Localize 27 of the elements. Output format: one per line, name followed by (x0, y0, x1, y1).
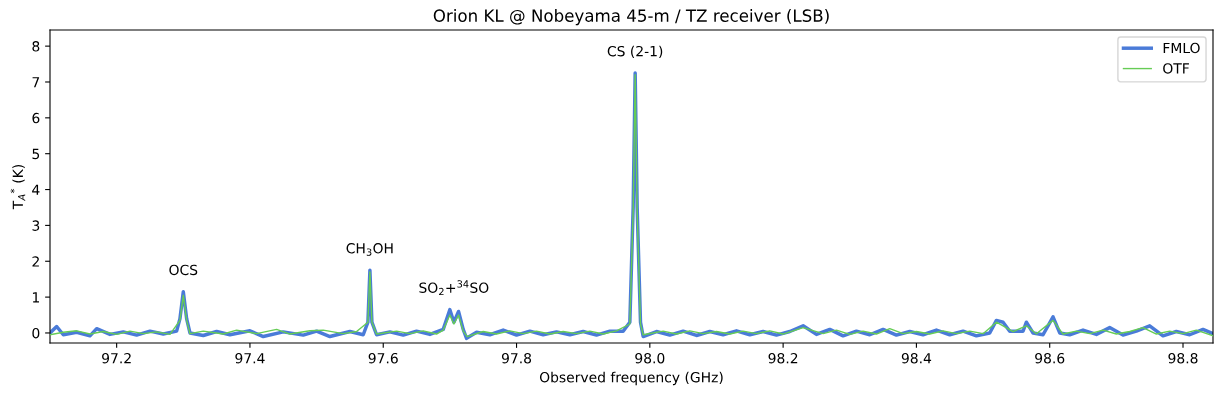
x-tick-label: 98.4 (901, 352, 932, 364)
annotation: OCS (169, 264, 198, 276)
annotation: CH$_{3}$OH (346, 243, 393, 256)
annotation: CS (2-1) (607, 45, 663, 59)
x-tick-label: 97.4 (235, 352, 265, 364)
chart-title: Orion KL @ Nobeyama 45-m / TZ receiver (LSB) (433, 9, 829, 26)
x-tick-label: 97.2 (102, 352, 131, 364)
x-axis-title: Observed frequency (GHz) (539, 371, 723, 386)
y-tick-label: 6 (32, 112, 40, 124)
x-tick-label: 97.6 (368, 352, 398, 364)
y-tick-label: 7 (32, 77, 40, 88)
x-tick-label: 98.0 (635, 352, 665, 364)
y-tick-label: 8 (32, 41, 40, 52)
annotation: SO$_{2}$+$^{34}$SO (419, 280, 489, 296)
y-tick-label: 3 (32, 220, 40, 231)
y-tick-label: 0 (32, 327, 40, 339)
y-tick-label: 4 (32, 184, 40, 195)
legend-label: FMLO (1163, 42, 1200, 54)
x-tick-label: 98.2 (768, 352, 798, 364)
y-tick-label: 5 (32, 148, 40, 160)
x-tick-label: 98.6 (1035, 352, 1065, 364)
x-tick-label: 98.8 (1168, 352, 1198, 364)
y-tick-label: 2 (32, 256, 39, 267)
legend-label: OTF (1163, 63, 1189, 74)
y-tick-label: 1 (32, 292, 39, 303)
x-tick-label: 97.8 (501, 352, 532, 364)
y-axis-title: T$_{A}$$^{*}$ (K) (10, 165, 26, 210)
